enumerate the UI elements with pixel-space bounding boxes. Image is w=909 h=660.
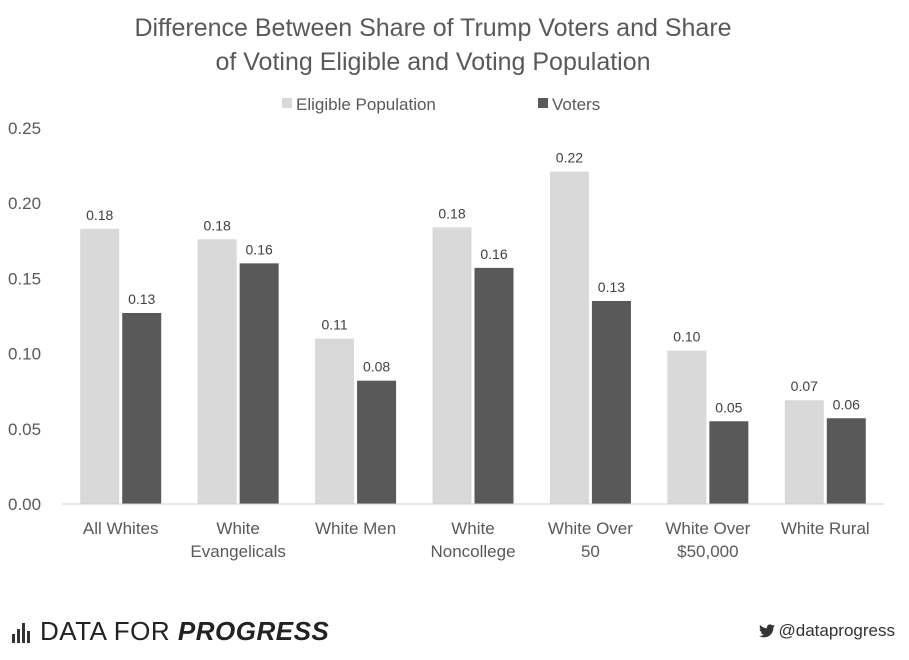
y-tick-label: 0.05	[8, 420, 41, 439]
bar-voters	[474, 267, 514, 504]
data-label: 0.18	[204, 217, 231, 233]
y-tick-label: 0.10	[8, 345, 41, 364]
data-label: 0.18	[438, 205, 465, 221]
bar-eligible	[549, 171, 589, 504]
brand-name: DATA FOR PROGRESS	[40, 616, 329, 647]
brand-name-regular: DATA FOR	[40, 616, 178, 646]
category-label: White Over	[548, 519, 633, 538]
legend: Eligible Population Voters	[282, 95, 600, 114]
category-label: $50,000	[677, 542, 738, 561]
bar-eligible	[197, 239, 237, 504]
bar-voters	[122, 312, 162, 504]
data-label: 0.06	[833, 396, 860, 412]
bar-eligible	[315, 338, 355, 504]
legend-swatch	[538, 98, 548, 108]
data-label: 0.05	[715, 399, 742, 415]
data-label: 0.22	[556, 150, 583, 166]
bar-voters	[709, 421, 749, 504]
bars: 0.18 0.13 0.18 0.16 0.11 0.08 0.18 0.16 0.22 0.13…	[80, 150, 866, 504]
category-label: Evangelicals	[190, 542, 285, 561]
y-tick-label: 0.00	[8, 495, 41, 514]
brand-name-bold: PROGRESS	[177, 616, 330, 646]
data-label: 0.13	[598, 279, 625, 295]
category-label: All Whites	[83, 519, 159, 538]
bar-eligible	[432, 227, 472, 504]
bar-eligible	[784, 400, 824, 504]
bar-chart: Difference Between Share of Trump Voters…	[8, 14, 884, 561]
data-label: 0.18	[86, 207, 113, 223]
category-label: White Men	[315, 519, 396, 538]
chart-title-line1: Difference Between Share of Trump Voters…	[134, 14, 731, 42]
data-label: 0.13	[128, 291, 155, 307]
x-axis: All Whites White Evangelicals White Men Whit…	[62, 503, 884, 561]
bar-eligible	[80, 228, 120, 504]
legend-label: Eligible Population	[296, 95, 436, 114]
y-tick-label: 0.15	[8, 269, 41, 288]
bar-eligible	[667, 350, 707, 504]
y-axis: 0.00 0.05 0.10 0.15 0.20 0.25	[8, 119, 41, 514]
legend-swatch	[282, 98, 292, 108]
category-label: White	[216, 519, 259, 538]
bar-voters	[239, 263, 279, 504]
bar-voters	[357, 380, 397, 504]
chart-title-line2: of Voting Eligible and Voting Population	[215, 48, 650, 76]
y-tick-label: 0.25	[8, 119, 41, 138]
category-label: 50	[581, 542, 600, 561]
category-label: White	[451, 519, 494, 538]
legend-label: Voters	[552, 95, 600, 114]
data-label: 0.11	[321, 317, 347, 333]
category-label: White Over	[665, 519, 750, 538]
data-label: 0.08	[363, 359, 390, 375]
bar-voters	[591, 300, 631, 504]
category-label: Noncollege	[430, 542, 515, 561]
bar-voters	[826, 418, 866, 504]
category-label: White Rural	[781, 519, 870, 538]
data-label: 0.07	[791, 378, 818, 394]
data-label: 0.16	[246, 241, 273, 257]
y-tick-label: 0.20	[8, 194, 41, 213]
twitter-handle[interactable]: @dataprogress	[758, 621, 896, 641]
brand-logo-block: DATA FOR PROGRESS	[12, 616, 329, 647]
data-label: 0.16	[480, 246, 507, 262]
bar-chart-logo-icon	[12, 621, 30, 643]
twitter-bird-icon	[758, 624, 775, 638]
data-label: 0.10	[673, 329, 700, 345]
twitter-handle-text: @dataprogress	[778, 621, 896, 640]
